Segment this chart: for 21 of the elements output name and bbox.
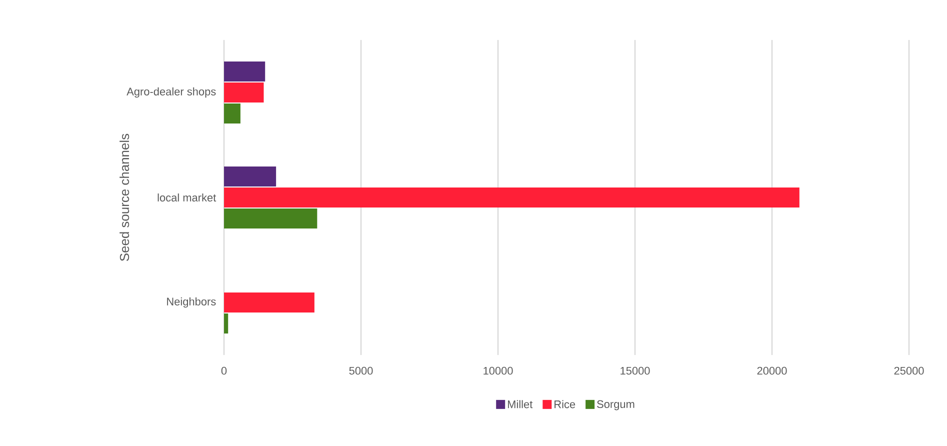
bar xyxy=(224,62,266,82)
x-tick-label: 20000 xyxy=(757,366,787,375)
bar xyxy=(224,208,318,229)
bar xyxy=(224,188,800,208)
y-tick-label: local market xyxy=(158,193,216,202)
x-tick-label: 15000 xyxy=(620,366,650,375)
bar xyxy=(224,82,264,103)
x-tick-label: 5000 xyxy=(349,366,373,375)
x-tick-label: 0 xyxy=(221,366,227,375)
bar xyxy=(224,166,276,187)
bar xyxy=(224,314,228,334)
legend-label: Sorgum xyxy=(597,400,634,410)
legend-label: Millet xyxy=(508,400,533,408)
legend-label: Rice xyxy=(554,400,576,408)
y-tick-label: Agro-dealer shops xyxy=(126,87,216,98)
x-tick-label: 25000 xyxy=(894,366,924,375)
bar xyxy=(224,292,314,313)
y-tick-label: Neighbors xyxy=(167,297,216,308)
bar xyxy=(224,104,240,124)
y-axis-title: Seed source channels xyxy=(120,134,130,261)
x-tick-label: 10000 xyxy=(484,366,513,375)
